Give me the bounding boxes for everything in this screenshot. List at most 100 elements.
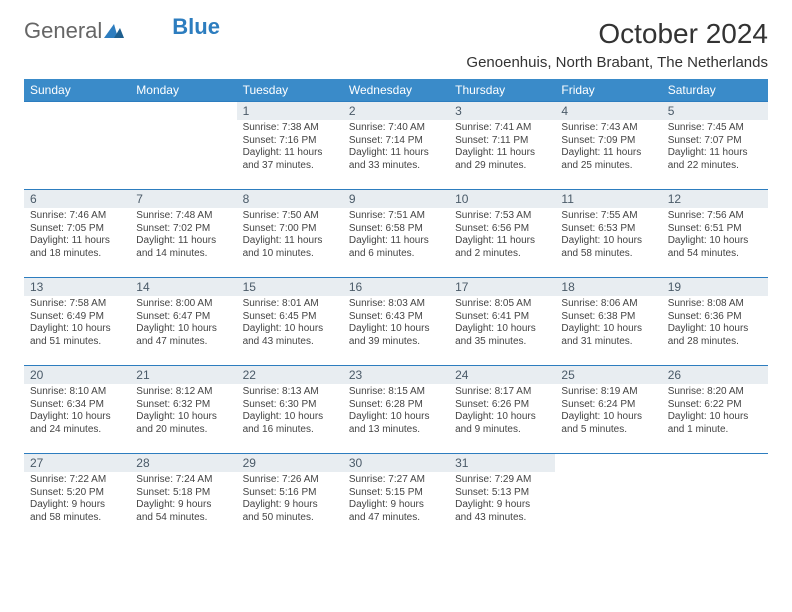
calendar-cell: 21Sunrise: 8:12 AMSunset: 6:32 PMDayligh… — [130, 366, 236, 454]
daylight-text: Daylight: 11 hours and 10 minutes. — [243, 235, 337, 260]
calendar-cell: 28Sunrise: 7:24 AMSunset: 5:18 PMDayligh… — [130, 454, 236, 542]
calendar-table: SundayMondayTuesdayWednesdayThursdayFrid… — [24, 79, 768, 542]
day-number: 27 — [24, 454, 130, 472]
sunset-text: Sunset: 6:24 PM — [561, 399, 655, 412]
day-number: 26 — [662, 366, 768, 384]
day-number: 8 — [237, 190, 343, 208]
day-number: 29 — [237, 454, 343, 472]
day-body: Sunrise: 8:12 AMSunset: 6:32 PMDaylight:… — [130, 384, 236, 440]
day-header: Monday — [130, 79, 236, 102]
sunset-text: Sunset: 6:53 PM — [561, 223, 655, 236]
day-number: 13 — [24, 278, 130, 296]
location: Genoenhuis, North Brabant, The Netherlan… — [466, 54, 768, 71]
daylight-text: Daylight: 11 hours and 18 minutes. — [30, 235, 124, 260]
day-number: 19 — [662, 278, 768, 296]
day-body: Sunrise: 7:53 AMSunset: 6:56 PMDaylight:… — [449, 208, 555, 264]
calendar-cell: 14Sunrise: 8:00 AMSunset: 6:47 PMDayligh… — [130, 278, 236, 366]
day-body: Sunrise: 8:20 AMSunset: 6:22 PMDaylight:… — [662, 384, 768, 440]
day-body: Sunrise: 7:26 AMSunset: 5:16 PMDaylight:… — [237, 472, 343, 528]
logo: General Blue — [24, 18, 220, 44]
sunset-text: Sunset: 6:34 PM — [30, 399, 124, 412]
sunset-text: Sunset: 6:26 PM — [455, 399, 549, 412]
day-body: Sunrise: 8:10 AMSunset: 6:34 PMDaylight:… — [24, 384, 130, 440]
sunrise-text: Sunrise: 7:50 AM — [243, 210, 337, 223]
day-number: 5 — [662, 102, 768, 120]
sunset-text: Sunset: 6:56 PM — [455, 223, 549, 236]
day-number: 11 — [555, 190, 661, 208]
daylight-text: Daylight: 11 hours and 25 minutes. — [561, 147, 655, 172]
day-body: Sunrise: 8:06 AMSunset: 6:38 PMDaylight:… — [555, 296, 661, 352]
calendar-cell: 10Sunrise: 7:53 AMSunset: 6:56 PMDayligh… — [449, 190, 555, 278]
day-body: Sunrise: 7:24 AMSunset: 5:18 PMDaylight:… — [130, 472, 236, 528]
sunset-text: Sunset: 6:51 PM — [668, 223, 762, 236]
sunrise-text: Sunrise: 7:53 AM — [455, 210, 549, 223]
calendar-cell: 20Sunrise: 8:10 AMSunset: 6:34 PMDayligh… — [24, 366, 130, 454]
sunset-text: Sunset: 5:13 PM — [455, 487, 549, 500]
calendar-cell: 6Sunrise: 7:46 AMSunset: 7:05 PMDaylight… — [24, 190, 130, 278]
sunset-text: Sunset: 7:02 PM — [136, 223, 230, 236]
sunset-text: Sunset: 6:47 PM — [136, 311, 230, 324]
daylight-text: Daylight: 10 hours and 39 minutes. — [349, 323, 443, 348]
day-body: Sunrise: 8:15 AMSunset: 6:28 PMDaylight:… — [343, 384, 449, 440]
sunset-text: Sunset: 6:22 PM — [668, 399, 762, 412]
calendar-body: ....1Sunrise: 7:38 AMSunset: 7:16 PMDayl… — [24, 102, 768, 542]
day-number: 31 — [449, 454, 555, 472]
day-header: Friday — [555, 79, 661, 102]
day-number: 23 — [343, 366, 449, 384]
daylight-text: Daylight: 9 hours and 54 minutes. — [136, 499, 230, 524]
daylight-text: Daylight: 10 hours and 24 minutes. — [30, 411, 124, 436]
day-body: Sunrise: 7:46 AMSunset: 7:05 PMDaylight:… — [24, 208, 130, 264]
sunrise-text: Sunrise: 7:38 AM — [243, 122, 337, 135]
day-body: Sunrise: 8:08 AMSunset: 6:36 PMDaylight:… — [662, 296, 768, 352]
calendar-cell: 24Sunrise: 8:17 AMSunset: 6:26 PMDayligh… — [449, 366, 555, 454]
sunrise-text: Sunrise: 8:15 AM — [349, 386, 443, 399]
sunset-text: Sunset: 6:30 PM — [243, 399, 337, 412]
daylight-text: Daylight: 9 hours and 47 minutes. — [349, 499, 443, 524]
logo-mark-icon — [104, 18, 124, 44]
calendar-cell: 11Sunrise: 7:55 AMSunset: 6:53 PMDayligh… — [555, 190, 661, 278]
sunrise-text: Sunrise: 7:48 AM — [136, 210, 230, 223]
daylight-text: Daylight: 10 hours and 58 minutes. — [561, 235, 655, 260]
sunset-text: Sunset: 7:11 PM — [455, 135, 549, 148]
calendar-cell: 29Sunrise: 7:26 AMSunset: 5:16 PMDayligh… — [237, 454, 343, 542]
day-header: Tuesday — [237, 79, 343, 102]
sunset-text: Sunset: 6:41 PM — [455, 311, 549, 324]
daylight-text: Daylight: 9 hours and 50 minutes. — [243, 499, 337, 524]
calendar-cell: 16Sunrise: 8:03 AMSunset: 6:43 PMDayligh… — [343, 278, 449, 366]
day-number: 16 — [343, 278, 449, 296]
sunset-text: Sunset: 6:58 PM — [349, 223, 443, 236]
day-header: Wednesday — [343, 79, 449, 102]
calendar-cell: 2Sunrise: 7:40 AMSunset: 7:14 PMDaylight… — [343, 102, 449, 190]
sunset-text: Sunset: 6:32 PM — [136, 399, 230, 412]
logo-text-blue: Blue — [172, 14, 220, 40]
sunrise-text: Sunrise: 8:10 AM — [30, 386, 124, 399]
calendar-cell: 30Sunrise: 7:27 AMSunset: 5:15 PMDayligh… — [343, 454, 449, 542]
day-header: Thursday — [449, 79, 555, 102]
calendar-cell: 3Sunrise: 7:41 AMSunset: 7:11 PMDaylight… — [449, 102, 555, 190]
calendar-cell: 17Sunrise: 8:05 AMSunset: 6:41 PMDayligh… — [449, 278, 555, 366]
day-number: 10 — [449, 190, 555, 208]
calendar-cell: 18Sunrise: 8:06 AMSunset: 6:38 PMDayligh… — [555, 278, 661, 366]
sunrise-text: Sunrise: 8:03 AM — [349, 298, 443, 311]
day-body: Sunrise: 8:05 AMSunset: 6:41 PMDaylight:… — [449, 296, 555, 352]
sunrise-text: Sunrise: 7:51 AM — [349, 210, 443, 223]
calendar-week-row: 6Sunrise: 7:46 AMSunset: 7:05 PMDaylight… — [24, 190, 768, 278]
calendar-cell: 5Sunrise: 7:45 AMSunset: 7:07 PMDaylight… — [662, 102, 768, 190]
title-block: October 2024 Genoenhuis, North Brabant, … — [466, 18, 768, 71]
daylight-text: Daylight: 10 hours and 51 minutes. — [30, 323, 124, 348]
day-number: 30 — [343, 454, 449, 472]
daylight-text: Daylight: 10 hours and 28 minutes. — [668, 323, 762, 348]
calendar-cell: .. — [555, 454, 661, 542]
day-body: Sunrise: 7:50 AMSunset: 7:00 PMDaylight:… — [237, 208, 343, 264]
sunset-text: Sunset: 6:36 PM — [668, 311, 762, 324]
sunrise-text: Sunrise: 8:08 AM — [668, 298, 762, 311]
sunset-text: Sunset: 7:05 PM — [30, 223, 124, 236]
sunrise-text: Sunrise: 7:22 AM — [30, 474, 124, 487]
day-number: 28 — [130, 454, 236, 472]
day-number: 3 — [449, 102, 555, 120]
sunset-text: Sunset: 5:18 PM — [136, 487, 230, 500]
calendar-cell: .. — [662, 454, 768, 542]
daylight-text: Daylight: 11 hours and 33 minutes. — [349, 147, 443, 172]
sunrise-text: Sunrise: 7:29 AM — [455, 474, 549, 487]
sunset-text: Sunset: 7:14 PM — [349, 135, 443, 148]
